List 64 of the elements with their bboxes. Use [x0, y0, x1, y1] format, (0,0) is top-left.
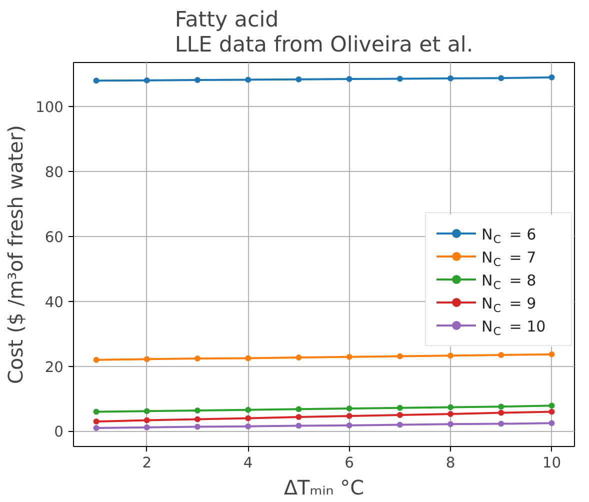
- point: [346, 354, 352, 360]
- point: [194, 356, 200, 362]
- point: [144, 408, 150, 414]
- y-axis-title: Cost ($ /m³of fresh water): [4, 125, 28, 384]
- point: [548, 74, 555, 80]
- y-tick-label: 0: [54, 424, 64, 441]
- point: [396, 412, 403, 418]
- point: [346, 412, 352, 419]
- point: [296, 76, 302, 82]
- x-tick-label: 8: [446, 454, 456, 472]
- point: [245, 406, 252, 413]
- y-tick-label: 40: [44, 294, 64, 311]
- point: [448, 75, 454, 82]
- point: [396, 422, 403, 428]
- point: [498, 75, 504, 82]
- point: [144, 417, 150, 424]
- point: [93, 356, 100, 363]
- point: [245, 76, 252, 83]
- x-axis-title: ΔTₘᵢₙ °C: [284, 476, 364, 500]
- point: [346, 406, 352, 412]
- point: [498, 420, 504, 427]
- point: [194, 416, 200, 422]
- point: [548, 420, 555, 426]
- point: [245, 355, 252, 362]
- y-tick-label: 100: [36, 99, 64, 116]
- point: [396, 353, 403, 360]
- point: [448, 421, 454, 428]
- point: [144, 356, 150, 362]
- point: [448, 352, 454, 359]
- x-tick-label: 4: [243, 454, 253, 472]
- point: [396, 404, 403, 411]
- point: [498, 404, 504, 410]
- point: [448, 411, 454, 418]
- y-tick-label: 20: [44, 358, 64, 376]
- point: [548, 402, 555, 409]
- point: [245, 423, 252, 430]
- point: [144, 424, 150, 430]
- point: [448, 404, 454, 410]
- point: [548, 408, 555, 415]
- point: [93, 418, 100, 424]
- point: [548, 351, 555, 358]
- y-tick-label: 80: [44, 164, 64, 182]
- point: [296, 406, 302, 412]
- point: [144, 77, 150, 84]
- point: [194, 77, 200, 84]
- chart-title: Fatty acid LLE data from Oliveira et al.: [174, 8, 474, 58]
- point: [194, 407, 200, 414]
- point: [346, 422, 352, 428]
- y-tick-label: 60: [44, 228, 64, 246]
- point: [498, 410, 504, 416]
- point: [93, 425, 100, 431]
- point: [245, 415, 252, 422]
- point: [296, 414, 302, 420]
- point: [194, 424, 200, 430]
- point: [296, 422, 302, 429]
- point: [93, 78, 100, 84]
- x-tick-label: 6: [344, 454, 354, 472]
- point: [346, 76, 352, 82]
- point: [396, 76, 403, 82]
- x-tick-label: 2: [142, 454, 152, 472]
- point: [498, 352, 504, 358]
- point: [93, 408, 100, 415]
- point: [296, 354, 302, 361]
- x-tick-label: 10: [542, 454, 562, 472]
